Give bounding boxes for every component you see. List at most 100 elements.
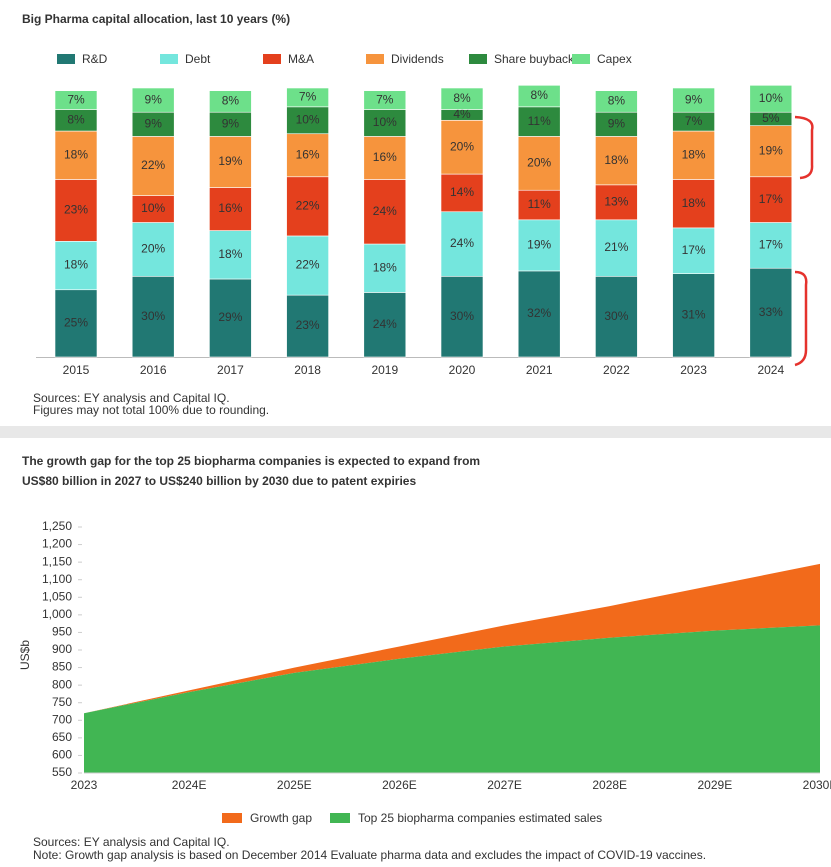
value-label: 9% [685,92,703,106]
bar-segment [286,294,329,358]
bar-segment [749,85,793,113]
x-tick-label: 2023 [71,778,98,792]
bar-segment [54,179,98,242]
value-label: 19% [218,154,242,168]
value-label: 10% [141,201,165,215]
y-tick-label: 1,100 [42,572,72,586]
y-tick-label: 1,150 [42,554,72,568]
value-label: 8% [531,88,549,102]
x-tick-label: 2028E [592,778,627,792]
y-tick-label: 850 [52,660,72,674]
value-label: 20% [450,139,474,153]
y-tick-label: 1,000 [42,607,72,621]
value-label: 8% [608,94,626,108]
note: Figures may not total 100% due to roundi… [33,403,269,417]
value-label: 11% [528,197,551,211]
value-label: 30% [450,309,474,323]
value-label: 21% [604,240,628,254]
value-label: 24% [373,317,397,331]
value-label: 13% [604,194,628,208]
x-tick-label: 2022 [603,363,630,377]
value-label: 33% [759,305,783,319]
bar-segment [517,85,561,108]
value-label: 18% [64,147,88,161]
y-tick-label: 800 [52,677,72,691]
value-label: 16% [296,147,320,161]
value-label: 7% [685,114,703,128]
value-label: 8% [222,94,240,108]
value-label: 11% [528,114,551,128]
value-label: 7% [376,92,394,106]
value-label: 16% [218,201,242,215]
legend-swatch [330,813,350,823]
y-tick-label: 600 [52,748,72,762]
value-label: 10% [759,91,783,105]
bar-segment [672,130,715,180]
legend-swatch [263,54,281,64]
value-label: 23% [64,203,88,217]
value-label: 9% [145,116,163,130]
legend-swatch [469,54,487,64]
bar-segment [363,292,407,358]
bar-segment [54,130,98,180]
y-tick-label: 750 [52,695,72,709]
legend-label: Share buybacks [494,52,580,66]
bracket [794,115,814,180]
bar-segment [517,219,561,272]
value-label: 18% [604,153,628,167]
value-label: 14% [450,185,474,199]
y-tick-label: 950 [52,625,72,639]
value-label: 17% [759,238,783,252]
y-tick-label: 900 [52,642,72,656]
bar-segment [131,87,175,113]
value-label: 18% [218,247,242,261]
value-label: 16% [373,150,397,164]
bar-segment [286,106,329,135]
x-tick-label: 2024 [757,363,784,377]
bar-segment [363,90,407,110]
value-label: 10% [373,115,397,129]
legend-label: Debt [185,52,211,66]
bar-segment [672,227,715,274]
value-label: 4% [453,107,471,121]
bar-segment [517,270,561,358]
bar-segment [209,90,252,113]
bar-segment [286,235,329,296]
separator [0,426,831,438]
bar-segment [209,278,252,358]
x-tick-label: 2021 [526,363,553,377]
value-label: 32% [527,306,551,320]
bar-segment [131,275,175,358]
bar-segment [517,136,561,191]
bar-segment [54,289,98,358]
value-label: 9% [145,92,163,106]
x-tick-label: 2029E [698,778,733,792]
bar-segment [286,87,329,108]
note: Note: Growth gap analysis is based on De… [33,848,706,862]
value-label: 9% [608,116,626,130]
y-axis-label: US$b [18,640,32,670]
legend-label: R&D [82,52,108,66]
area [84,625,820,773]
x-tick-label: 2024E [172,778,207,792]
bar-segment [517,189,561,221]
chart-title: US$80 billion in 2027 to US$240 billion … [22,474,416,488]
legend-label: Dividends [391,52,444,66]
value-label: 18% [64,258,88,272]
bar-segment [131,136,175,196]
note: Sources: EY analysis and Capital IQ. [33,835,230,849]
legend-label: Capex [597,52,632,66]
bar-segment [131,222,175,277]
value-label: 22% [296,199,320,213]
legend-swatch [222,813,242,823]
legend-label: Top 25 biopharma companies estimated sal… [358,811,602,825]
x-tick-label: 2026E [382,778,417,792]
bar-segment [440,119,484,175]
bar-segment [209,136,252,188]
bar-segment [440,211,484,277]
value-label: 24% [450,236,474,250]
bar-segment [209,111,252,137]
legend-swatch [572,54,590,64]
value-label: 25% [64,316,88,330]
